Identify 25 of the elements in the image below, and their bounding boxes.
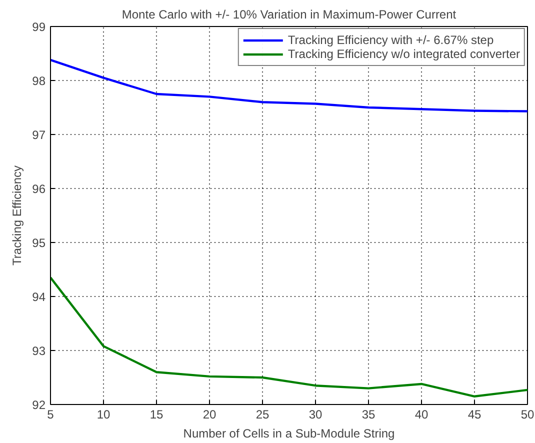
line-series <box>50 58 528 112</box>
x-tick-label: 15 <box>150 408 164 422</box>
legend-label: Tracking Efficiency with +/- 6.67% step <box>288 33 494 47</box>
line-series <box>50 276 528 398</box>
y-tick-label: 93 <box>32 344 46 358</box>
x-tick-label: 25 <box>256 408 270 422</box>
x-tick-label: 10 <box>96 408 110 422</box>
x-tick-label: 50 <box>520 408 534 422</box>
chart-title: Monte Carlo with +/- 10% Variation in Maximum-Power Current <box>122 8 457 22</box>
x-tick-label: 5 <box>47 408 54 422</box>
y-tick-label: 96 <box>32 182 46 196</box>
y-tick-label: 95 <box>32 236 46 250</box>
y-tick-label: 92 <box>32 398 46 412</box>
x-tick-label: 45 <box>468 408 482 422</box>
x-tick-label: 30 <box>308 408 322 422</box>
y-tick-label: 98 <box>32 74 46 88</box>
x-tick-label: 40 <box>414 408 428 422</box>
x-tick-label: 35 <box>362 408 376 422</box>
legend-label: Tracking Efficiency w/o integrated converter <box>288 47 520 61</box>
y-tick-label: 94 <box>32 290 46 304</box>
y-tick-label: 99 <box>32 20 46 34</box>
x-axis-title: Number of Cells in a Sub-Module String <box>183 426 395 440</box>
x-tick-label: 20 <box>202 408 216 422</box>
y-tick-label: 97 <box>32 128 46 142</box>
y-axis-title: Tracking Efficiency <box>10 165 24 266</box>
